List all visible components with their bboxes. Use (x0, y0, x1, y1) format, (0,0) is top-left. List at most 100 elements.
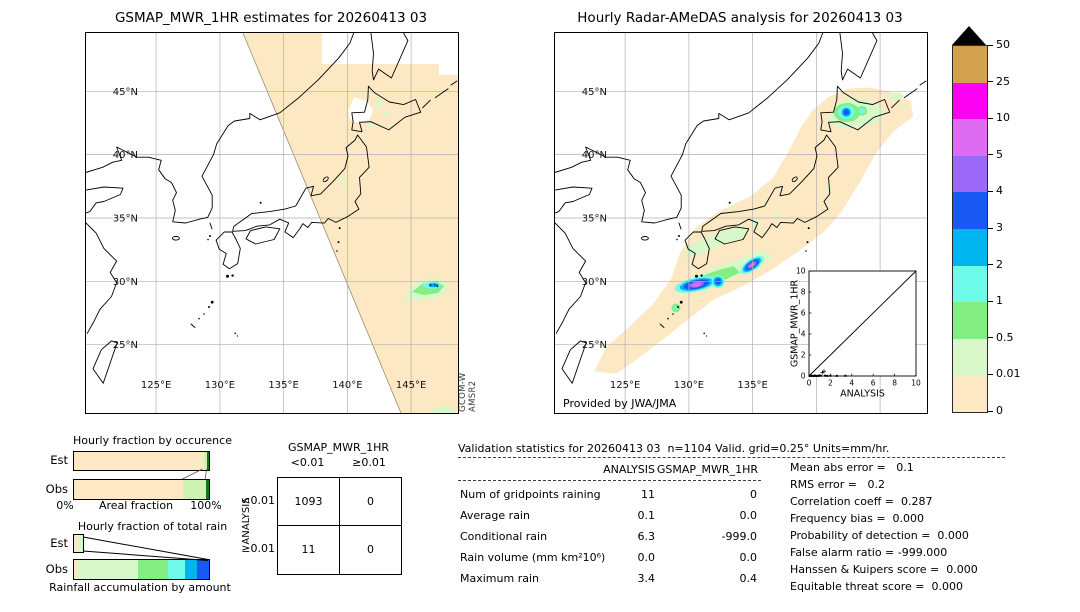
metric-line: Probability of detection = 0.000 (790, 529, 969, 542)
svg-text:8: 8 (801, 288, 806, 297)
svg-text:2: 2 (801, 351, 806, 360)
left-map-axis-labels: 45°N 40°N 35°N 30°N 25°N 125°E 130°E 135°E 140°E… (113, 87, 427, 391)
colorbar-tick-label: 1 (996, 294, 1003, 308)
colorbar-tick-label: 0.01 (996, 367, 1021, 381)
contingency-row-lt: <0.01 (241, 494, 275, 507)
bar-segment (184, 560, 197, 579)
stats-value-analysis: 3.4 (637, 572, 656, 585)
totalrain-chart-title: Hourly fraction of total rain (77, 520, 228, 533)
bar-segment (74, 480, 184, 499)
stats-divider-top (458, 457, 1005, 458)
colorbar-tick-label: 10 (996, 111, 1010, 125)
colorbar-tick-label: 25 (996, 74, 1010, 88)
scatter-inset: 00 2 2 4 4 6 6 8 8 10 10 ANALYSIS GSMAP_MWR_1HR (790, 267, 921, 400)
stats-value-analysis: 0.0 (637, 551, 656, 564)
right-map-axis-labels: 45°N 40°N 35°N 30°N 25°N 125°E 130°E 135°E (582, 87, 768, 391)
colorbar-tick (988, 264, 993, 266)
svg-text:130°E: 130°E (674, 380, 704, 391)
contingency-cell-01: 0 (367, 495, 374, 508)
svg-text:35°N: 35°N (113, 214, 138, 225)
colorbar-tick-label: 3 (996, 221, 1003, 234)
svg-text:45°N: 45°N (113, 87, 138, 98)
fraction-bar-obs (73, 559, 210, 580)
colorbar-tick (988, 300, 993, 302)
left-map-title: GSMAP_MWR_1HR estimates for 20260413 03 (114, 10, 428, 26)
rain-core-hokkaido (837, 105, 855, 119)
svg-text:0: 0 (807, 379, 812, 388)
svg-text:135°E: 135°E (268, 380, 298, 391)
metric-line: Frequency bias = 0.000 (790, 512, 925, 525)
colorbar-segment (953, 82, 987, 120)
svg-text:0: 0 (801, 372, 806, 381)
stats-row-label: Conditional rain (460, 530, 548, 543)
colorbar-tick (988, 410, 993, 412)
metric-line: Mean abs error = 0.1 (790, 461, 914, 474)
colorbar-segment (953, 119, 987, 156)
right-precip-field (594, 87, 914, 374)
gsmap-estimates-map: 45°N 40°N 35°N 30°N 25°N 125°E 130°E 135°E 140°E… (85, 32, 459, 414)
svg-text:25°N: 25°N (113, 340, 138, 351)
contingency-cell-00: 1093 (294, 495, 323, 508)
stats-row-label: Maximum rain (460, 572, 539, 585)
fraction-bar-est (73, 451, 210, 471)
stats-row-label: Rain volume (mm km²10⁶) (460, 551, 606, 564)
stats-value-gsmap: 0 (750, 488, 757, 501)
stats-value-gsmap: 0.4 (739, 572, 758, 585)
graticule (555, 33, 927, 413)
credit-line-1: GCOM-W (458, 372, 468, 412)
right-map-title: Hourly Radar-AMeDAS analysis for 2026041… (577, 10, 903, 26)
metric-line: Equitable threat score = 0.000 (790, 580, 963, 593)
colorbar-tick (988, 373, 993, 375)
bar-segment (196, 560, 209, 579)
satellite-swath (242, 33, 458, 413)
stats-value-gsmap: 0.0 (739, 551, 758, 564)
svg-text:145°E: 145°E (396, 380, 426, 391)
stats-divider-mid (458, 480, 761, 481)
stats-value-gsmap: 0.0 (739, 509, 758, 522)
svg-text:25°N: 25°N (582, 340, 607, 351)
colorbar-tick-label: 50 (996, 38, 1010, 51)
bar-segment (74, 452, 204, 470)
colorbar-tick-label: 5 (996, 147, 1003, 161)
colorbar-segment (953, 155, 987, 193)
provided-by-label: Provided by JWA/JMA (563, 397, 677, 410)
bar-segment (168, 560, 185, 579)
occurrence-obs-label: Obs (45, 482, 68, 496)
fraction-bar-obs (73, 479, 210, 500)
stats-col-gsmap: GSMAP_MWR_1HR (656, 463, 758, 476)
stats-row-label: Num of gridpoints raining (460, 488, 601, 501)
graticule (86, 33, 458, 413)
bar-segment (74, 535, 77, 552)
svg-text:4: 4 (801, 330, 806, 339)
contingency-row-ge: ≥0.01 (241, 542, 275, 555)
colorbar-segment (953, 338, 987, 376)
svg-text:6: 6 (801, 309, 806, 318)
svg-text:125°E: 125°E (141, 380, 171, 391)
colorbar-tick-label: 0.5 (996, 330, 1014, 344)
svg-text:35°N: 35°N (582, 214, 607, 225)
stats-header: Validation statistics for 20260413 03 n=… (458, 442, 890, 455)
occurrence-chart-title: Hourly fraction by occurence (73, 434, 232, 447)
colorbar-segment (953, 302, 987, 339)
colorbar-tick (988, 154, 993, 156)
contingency-title: GSMAP_MWR_1HR (287, 441, 390, 454)
inset-xlabel: ANALYSIS (840, 389, 885, 400)
colorbar-tick-label: 2 (996, 257, 1003, 271)
colorbar-segment (953, 228, 987, 266)
stats-col-analysis: ANALYSIS (603, 463, 655, 476)
colorbar (952, 45, 988, 413)
colorbar-tick-label: 0 (996, 404, 1003, 417)
stats-value-gsmap: -999.0 (721, 530, 757, 543)
colorbar-tick-label: 4 (996, 184, 1003, 198)
contingency-col-lt: <0.01 (290, 456, 325, 469)
svg-text:130°E: 130°E (205, 380, 235, 391)
areal-axis-100: 100% (190, 499, 222, 512)
contingency-col-ge: ≥0.01 (352, 456, 386, 469)
stats-value-analysis: 0.1 (637, 509, 656, 522)
satellite-credit: GCOM-W AMSR2 (458, 356, 478, 412)
contingency-cell-10: 11 (301, 543, 316, 556)
metric-line: False alarm ratio = -999.000 (790, 546, 948, 559)
totalrain-caption: Rainfall accumulation by amount (49, 581, 231, 594)
svg-text:40°N: 40°N (582, 150, 607, 161)
bar-segment (74, 560, 77, 579)
